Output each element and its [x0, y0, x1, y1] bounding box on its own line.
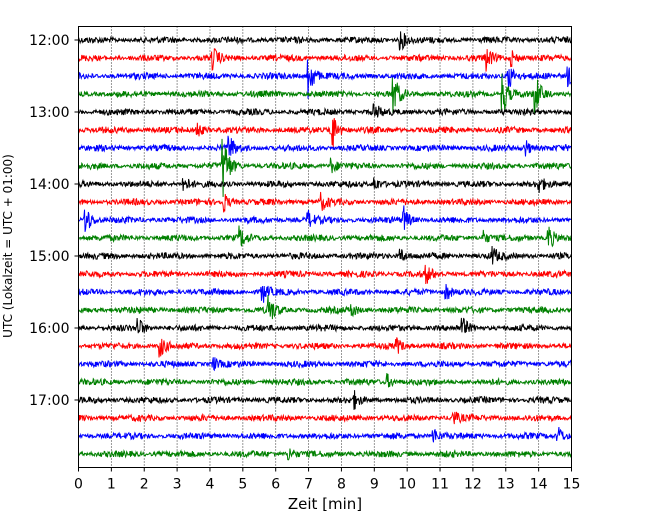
seismic-trace — [78, 246, 572, 265]
seismic-trace — [78, 337, 572, 358]
trace-lines — [78, 31, 572, 461]
x-tick-label: 4 — [206, 477, 215, 493]
seismic-trace — [78, 427, 572, 443]
seismic-trace — [78, 118, 572, 149]
seismic-trace — [78, 390, 572, 410]
y-tick-label: 16:00 — [29, 321, 69, 337]
seismic-trace — [78, 357, 572, 372]
x-tick-label: 12 — [464, 477, 482, 493]
x-tick-label: 7 — [304, 477, 313, 493]
seismic-trace — [78, 448, 572, 461]
seismic-trace — [78, 283, 572, 303]
x-tick-label: 0 — [74, 477, 83, 493]
seismic-trace — [78, 138, 572, 197]
seismic-trace — [78, 103, 572, 118]
x-tick-label: 8 — [337, 477, 346, 493]
x-tick-label: 6 — [271, 477, 280, 493]
x-tick-label: 15 — [563, 477, 581, 493]
seismic-trace — [78, 59, 572, 99]
seismic-trace — [78, 317, 572, 334]
x-tick-label: 1 — [107, 477, 116, 493]
x-tick-label: 9 — [370, 477, 379, 493]
x-axis-label: Zeit [min] — [288, 495, 362, 513]
seismic-trace — [78, 191, 572, 213]
x-tick-label: 3 — [173, 477, 182, 493]
x-tick-label: 10 — [398, 477, 416, 493]
seismic-trace — [78, 177, 572, 193]
y-tick-label: 15:00 — [29, 249, 69, 265]
x-tick-label: 5 — [238, 477, 247, 493]
y-tick-label: 13:00 — [29, 105, 69, 121]
x-tick-label: 11 — [431, 477, 449, 493]
seismic-trace — [78, 264, 572, 284]
x-axis-ticks: 0 1 2 3 4 5 6 7 8 9 10 11 12 13 14 15 — [74, 467, 581, 493]
y-tick-label: 14:00 — [29, 177, 69, 193]
seismic-trace — [78, 373, 572, 388]
seismic-trace — [78, 411, 572, 425]
x-tick-label: 2 — [140, 477, 149, 493]
y-tick-label: 17:00 — [29, 393, 69, 409]
seismic-trace — [78, 225, 572, 248]
seismic-trace — [78, 48, 572, 72]
x-tick-label: 13 — [497, 477, 515, 493]
seismic-trace — [78, 295, 572, 320]
seismic-trace — [78, 73, 572, 114]
y-axis-ticks: 12:00 13:00 14:00 15:00 16:00 17:00 — [29, 33, 79, 409]
y-tick-label: 12:00 — [29, 33, 69, 49]
plot-frame — [78, 26, 572, 468]
seismic-trace — [78, 205, 572, 232]
seismic-trace — [78, 31, 572, 51]
x-tick-label: 14 — [530, 477, 548, 493]
y-axis-label: UTC (Lokalzeit = UTC + 01:00) — [1, 154, 15, 338]
seismic-trace — [78, 135, 572, 157]
